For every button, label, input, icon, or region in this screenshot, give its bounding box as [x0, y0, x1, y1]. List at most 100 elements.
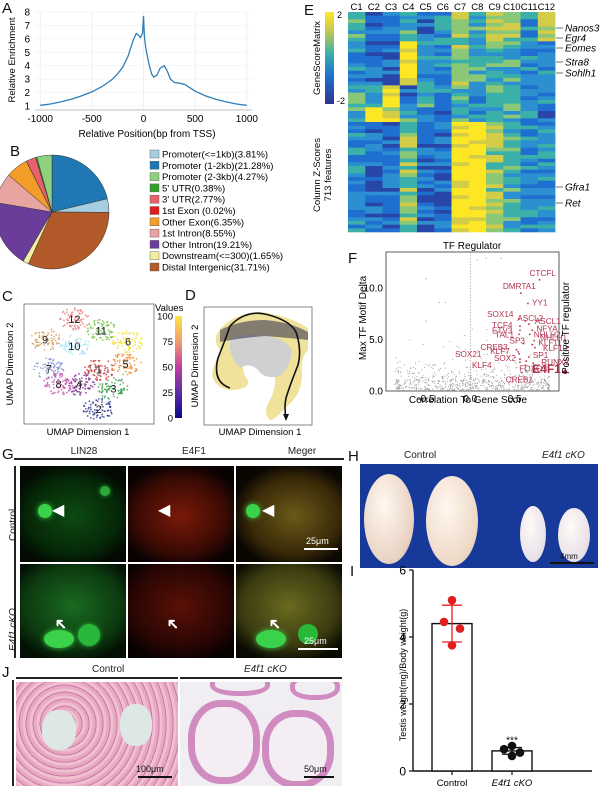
heatmap-cell — [399, 140, 418, 145]
heatmap-cell — [486, 34, 504, 38]
tf-point — [499, 389, 501, 391]
heatmap-cell — [520, 140, 539, 145]
cell-point — [128, 348, 131, 351]
tf-point — [492, 377, 494, 379]
cell-point — [131, 331, 134, 334]
heatmap-cell — [503, 210, 521, 214]
cell-point — [118, 366, 120, 369]
tf-point — [410, 367, 412, 369]
heatmap-cell — [520, 147, 539, 152]
heatmap-cell — [382, 228, 401, 233]
tf-point — [502, 389, 504, 391]
cell-point — [57, 390, 60, 393]
heatmap-cell — [503, 15, 521, 20]
tf-point — [425, 379, 427, 381]
tf-point — [544, 379, 546, 381]
tf-point — [495, 387, 497, 389]
tf-point — [547, 364, 549, 366]
cell-point — [122, 359, 125, 362]
cell-point — [40, 342, 43, 345]
tf-point — [427, 384, 429, 387]
cell-point — [87, 377, 90, 379]
heatmap-cell — [451, 15, 470, 20]
heatmap-cell — [417, 228, 435, 233]
tf-point — [478, 381, 480, 383]
cell-point — [86, 330, 89, 333]
cell-point — [124, 331, 126, 334]
heatmap-cell — [434, 92, 452, 97]
cell-point — [73, 390, 75, 392]
tf-point — [514, 361, 516, 363]
cell-point — [123, 387, 125, 390]
tf-point — [467, 384, 469, 386]
tf-point — [523, 377, 525, 379]
heatmap-cell — [486, 100, 504, 104]
cell-point — [41, 335, 44, 338]
tf-point — [519, 380, 521, 383]
heatmap-cell — [434, 67, 452, 71]
heatmap-cell — [348, 92, 366, 97]
cell-point — [52, 359, 54, 362]
cell-point — [126, 373, 129, 376]
cell-point — [82, 353, 84, 356]
cell-point — [68, 350, 70, 353]
heatmap-cell — [503, 195, 521, 200]
tf-point — [421, 369, 423, 371]
chart-title: TF Regulator — [443, 241, 502, 252]
heatmap-cell — [382, 37, 401, 42]
heatmap-cell — [417, 210, 435, 214]
cluster-1: 1 — [83, 359, 114, 382]
heatmap-cell — [434, 140, 452, 145]
tf-point — [439, 386, 441, 388]
heatmap-cell — [382, 224, 401, 229]
heatmap-cell — [486, 184, 504, 189]
heatmap-cell — [503, 48, 521, 53]
heatmap-cell — [468, 41, 487, 46]
heatmap-cell — [417, 140, 435, 145]
cell-point — [114, 382, 116, 385]
tf-point — [481, 380, 483, 382]
heatmap-cell — [537, 217, 556, 222]
heatmap-cell — [520, 162, 539, 167]
tf-point — [399, 360, 401, 362]
heatmap-cell — [348, 129, 366, 134]
tf-point — [413, 372, 415, 374]
cell-point — [92, 381, 95, 383]
tf-point — [440, 388, 442, 390]
cell-point — [81, 310, 84, 313]
cell-point — [119, 342, 122, 344]
cell-point — [51, 339, 54, 342]
heatmap-cell — [434, 41, 452, 46]
tf-point — [442, 376, 444, 378]
heatmap-cell — [468, 45, 487, 49]
cell-point — [97, 374, 99, 376]
cell-point — [80, 352, 83, 354]
tf-point — [446, 377, 448, 380]
heatmap-cell — [486, 37, 504, 42]
tf-label-ascl2: ASCL2 — [517, 314, 543, 323]
tf-point — [471, 387, 473, 389]
cell-point — [71, 384, 74, 387]
tf-point — [478, 389, 480, 391]
cell-point — [116, 354, 119, 357]
tf-point — [480, 357, 482, 359]
tf-label-ctcfl: CTCFL — [529, 269, 556, 278]
heatmap-cell — [503, 122, 521, 126]
heatmap-cell — [503, 67, 521, 71]
heatmap-cell — [348, 144, 366, 148]
tf-point — [450, 381, 452, 383]
cell-point — [111, 381, 113, 384]
heatmap-cell — [382, 221, 401, 225]
heatmap-cell — [503, 19, 521, 24]
cell-point — [108, 338, 110, 341]
cell-point — [94, 324, 96, 326]
tf-highlight-point — [518, 353, 520, 355]
cell-point — [95, 416, 98, 418]
cell-point — [61, 345, 64, 348]
tf-point — [494, 368, 496, 370]
heatmap-cell — [486, 166, 504, 170]
tf-point — [541, 387, 543, 389]
heatmap-cell — [451, 151, 470, 156]
cell-point — [91, 333, 94, 336]
cell-point — [69, 352, 72, 355]
